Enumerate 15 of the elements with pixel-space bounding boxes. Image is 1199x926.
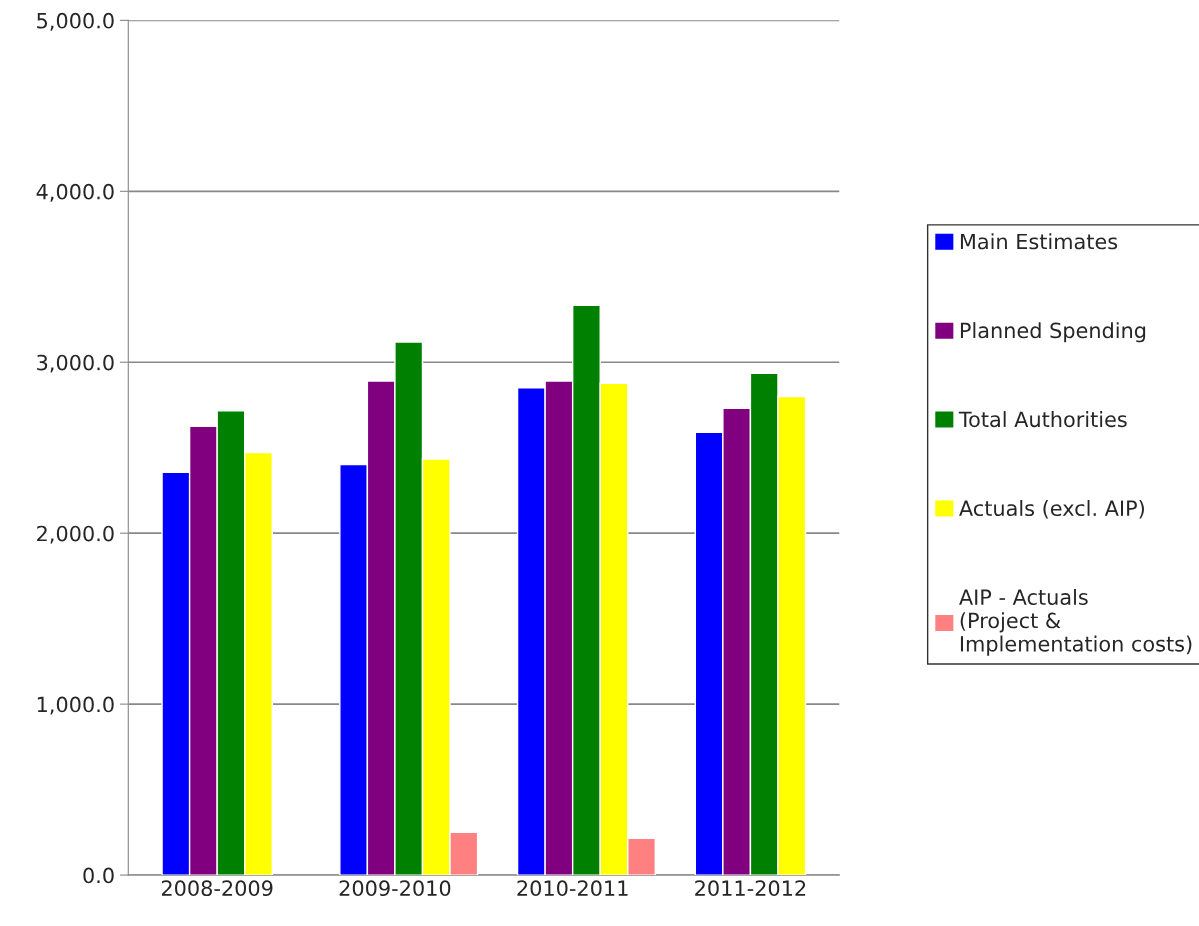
y-tick-label: 3,000.0 — [37, 354, 114, 373]
y-tick-label: 2,000.0 — [37, 525, 114, 544]
x-tick-label: 2008-2009 — [161, 880, 273, 897]
y-tick-label: 5,000.0 — [37, 12, 114, 31]
x-tick-label: 2010-2011 — [517, 880, 628, 897]
legend-label: Planned Spending — [960, 322, 1146, 343]
legend-label: Main Estimates — [960, 233, 1118, 250]
legend-label: Total Authorities — [958, 411, 1127, 428]
x-tick-label: 2009-2010 — [339, 880, 451, 897]
legend-label: AIP - Actuals (Project & Implementation costs) — [959, 588, 1192, 656]
y-tick-label: 0.0 — [83, 867, 114, 884]
y-tick-label: 4,000.0 — [36, 183, 114, 202]
x-tick-label: 2011-2012 — [695, 880, 806, 897]
y-tick-label: 1,000.0 — [37, 696, 114, 715]
legend-label: Actuals (excl. AIP) — [959, 499, 1144, 519]
